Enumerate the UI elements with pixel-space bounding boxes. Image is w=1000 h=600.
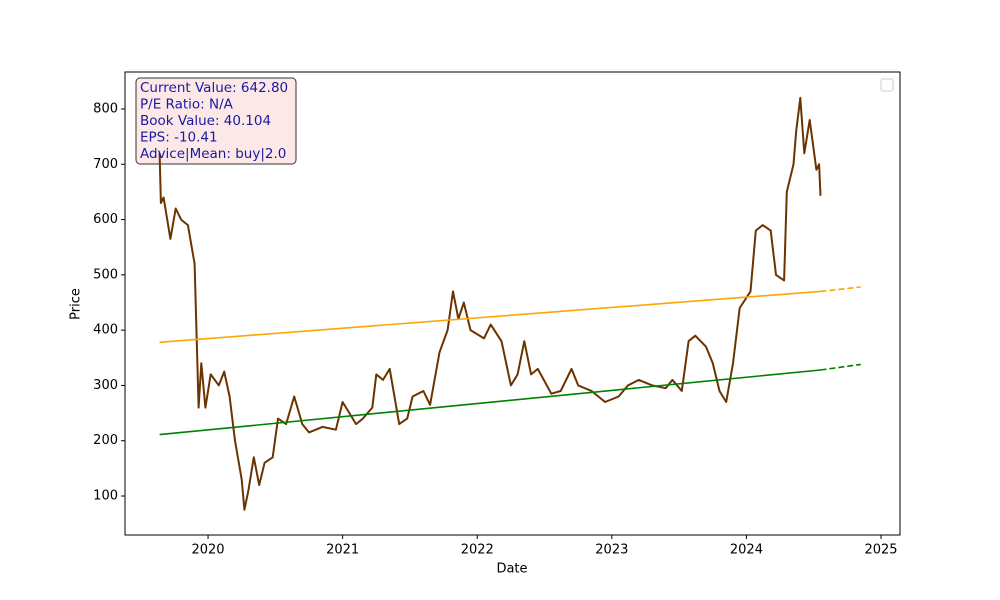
y-tick-label: 600 [93,212,118,227]
y-tick-label: 800 [93,101,118,116]
plot-frame [124,71,901,536]
info-text: Current Value: 642.80 [140,80,288,96]
y-axis-label: Price [69,288,84,320]
x-tick-label: 2021 [326,543,359,558]
info-box [135,77,297,165]
x-tick-label: 2025 [864,543,897,558]
price-line [820,286,861,293]
x-tick-label: 2020 [191,543,224,558]
info-text: EPS: -10.41 [140,130,218,146]
x-tick-label: 2024 [730,543,763,558]
price-line [820,363,861,371]
price-line [159,369,821,436]
info-text: Advice|Mean: buy|2.0 [140,146,286,162]
info-text: P/E Ratio: N/A [140,97,234,113]
y-tick-label: 200 [93,433,118,448]
y-tick-label: 300 [93,378,118,393]
x-axis-label: Date [496,562,527,577]
price-line [158,96,822,511]
legend [880,78,894,92]
x-tick-label: 2023 [595,543,628,558]
price-line [159,290,821,344]
y-tick-label: 700 [93,157,118,172]
info-text: Book Value: 40.104 [140,113,271,129]
y-tick-label: 500 [93,267,118,282]
y-tick-label: 100 [93,489,118,504]
x-tick-label: 2022 [461,543,494,558]
y-tick-label: 400 [93,323,118,338]
